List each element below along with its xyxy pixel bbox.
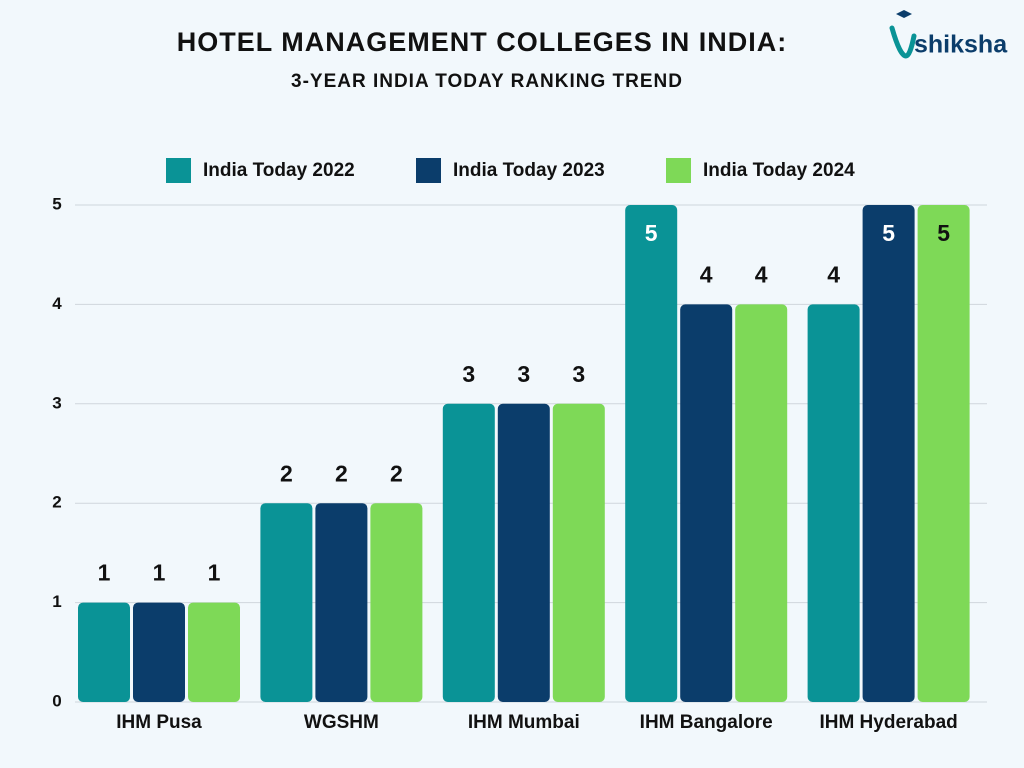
data-label: 4: [755, 261, 768, 287]
data-label: 4: [700, 261, 713, 287]
x-tick-label: IHM Bangalore: [640, 712, 773, 733]
y-tick-label: 2: [52, 493, 61, 512]
legend-swatch: [666, 158, 691, 183]
y-tick-label: 1: [52, 592, 61, 611]
data-label: 2: [390, 460, 403, 486]
data-label: 3: [462, 361, 475, 387]
bar: [680, 304, 733, 702]
bar: [552, 403, 605, 702]
data-label: 3: [572, 361, 585, 387]
data-label: 2: [280, 460, 293, 486]
data-label: 1: [153, 560, 166, 586]
data-label: 5: [882, 220, 895, 246]
bar: [735, 304, 788, 702]
bar: [78, 602, 130, 702]
data-label: 1: [208, 560, 221, 586]
bar: [260, 503, 313, 702]
bar: [442, 403, 495, 702]
logo-mark: [889, 25, 917, 59]
data-label: 5: [645, 220, 658, 246]
y-tick-label: 0: [52, 691, 61, 710]
bar: [625, 205, 678, 702]
x-tick-label: IHM Pusa: [116, 712, 202, 733]
chart-subtitle: 3-YEAR INDIA TODAY RANKING TREND: [291, 71, 683, 92]
bar: [862, 205, 915, 702]
legend-swatch: [166, 158, 191, 183]
legend-label: India Today 2023: [453, 160, 605, 181]
legend-swatch: [416, 158, 441, 183]
y-tick-label: 4: [52, 294, 62, 313]
data-label: 4: [827, 261, 840, 287]
data-label: 1: [98, 560, 111, 586]
bar: [133, 602, 185, 702]
logo-text: shiksha: [914, 31, 1008, 59]
data-label: 5: [937, 220, 950, 246]
chart-title: HOTEL MANAGEMENT COLLEGES IN INDIA:: [177, 27, 788, 57]
data-label: 3: [517, 361, 530, 387]
x-tick-label: IHM Mumbai: [468, 712, 580, 733]
legend-label: India Today 2024: [703, 160, 855, 181]
bar: [370, 503, 423, 702]
bar: [188, 602, 240, 702]
bar: [917, 205, 970, 702]
logo-cap: [896, 10, 912, 18]
bar: [497, 403, 550, 702]
x-tick-label: WGSHM: [304, 712, 379, 733]
data-label: 2: [335, 460, 348, 486]
y-tick-label: 5: [52, 194, 61, 213]
x-tick-label: IHM Hyderabad: [819, 712, 957, 733]
logo: shiksha: [889, 10, 1008, 59]
legend-label: India Today 2022: [203, 160, 355, 181]
y-tick-label: 3: [52, 393, 61, 412]
bar: [315, 503, 368, 702]
bar: [807, 304, 860, 702]
